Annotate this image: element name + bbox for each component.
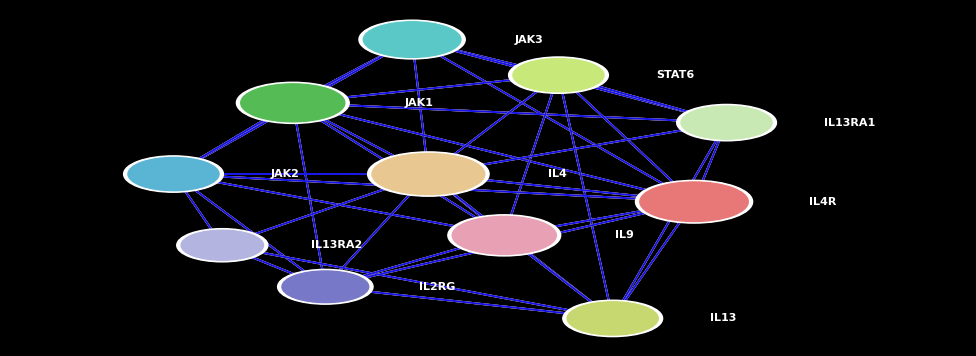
Circle shape — [282, 271, 369, 303]
Circle shape — [363, 22, 461, 57]
Circle shape — [513, 58, 604, 92]
Circle shape — [508, 57, 608, 93]
Circle shape — [452, 216, 556, 254]
Circle shape — [676, 104, 777, 141]
Circle shape — [372, 153, 485, 195]
Circle shape — [177, 229, 267, 262]
Text: IL9: IL9 — [615, 230, 633, 240]
Circle shape — [277, 269, 373, 304]
Circle shape — [368, 152, 489, 196]
Text: IL4: IL4 — [548, 169, 566, 179]
Text: IL13RA1: IL13RA1 — [824, 117, 875, 127]
Circle shape — [128, 157, 219, 191]
Text: IL13RA2: IL13RA2 — [311, 240, 362, 250]
Text: JAK1: JAK1 — [404, 98, 433, 108]
Text: IL2RG: IL2RG — [419, 282, 455, 292]
Circle shape — [640, 182, 749, 221]
Circle shape — [124, 156, 224, 192]
Circle shape — [563, 300, 663, 337]
Circle shape — [182, 230, 264, 260]
Circle shape — [241, 84, 345, 122]
Text: STAT6: STAT6 — [656, 70, 694, 80]
Circle shape — [567, 302, 658, 335]
Circle shape — [236, 82, 349, 124]
Circle shape — [635, 180, 752, 223]
Text: JAK2: JAK2 — [271, 169, 300, 179]
Circle shape — [681, 106, 772, 139]
Text: JAK3: JAK3 — [515, 35, 544, 44]
Text: IL13: IL13 — [711, 313, 737, 323]
Text: IL4R: IL4R — [809, 197, 836, 207]
Circle shape — [448, 215, 560, 256]
Circle shape — [359, 20, 466, 59]
